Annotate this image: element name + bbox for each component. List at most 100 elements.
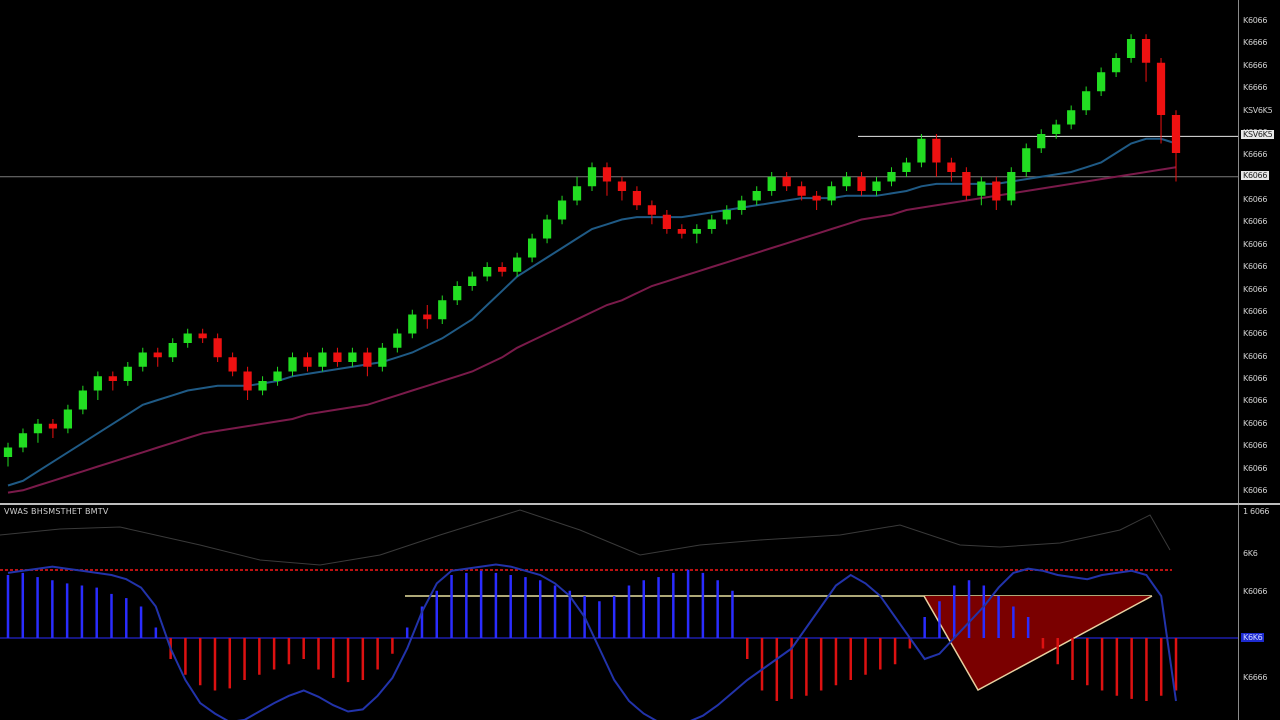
candle-body xyxy=(363,352,372,367)
candle-body xyxy=(647,205,657,215)
oscillator-axis-tick: 1 6066 xyxy=(1243,507,1270,516)
candle-body xyxy=(932,138,941,163)
candle-body xyxy=(617,181,627,191)
candle-body xyxy=(453,286,462,301)
candle-body xyxy=(273,371,282,381)
candle-body xyxy=(288,357,297,372)
candle-body xyxy=(483,267,492,277)
candle-body xyxy=(542,219,552,239)
price-axis-tick: K6066 xyxy=(1243,284,1268,294)
candle-body xyxy=(1037,134,1046,149)
candle-body xyxy=(737,200,746,210)
candle-body xyxy=(992,181,1001,201)
candle-body xyxy=(1082,91,1091,111)
candle-body xyxy=(1097,72,1106,92)
candle-body xyxy=(123,366,132,381)
candle-body xyxy=(348,352,357,362)
candle-body xyxy=(1052,124,1061,134)
oscillator-axis[interactable]: 1 6066 6K6 K6066 K6K6 K6666 xyxy=(1238,505,1280,720)
price-axis-tick: K6066 xyxy=(1243,16,1268,25)
price-line-label-1: KSV6K5 xyxy=(1241,130,1275,140)
candle-body xyxy=(872,181,881,191)
price-axis-tick: K6066 xyxy=(1243,239,1268,249)
candle-body xyxy=(1126,39,1136,58)
price-axis-tick: K6066 xyxy=(1243,262,1268,272)
oscillator-axis-tick: 6K6 xyxy=(1243,549,1258,558)
oscillator-chart[interactable] xyxy=(0,505,1240,720)
candle-body xyxy=(258,381,267,391)
candle-body xyxy=(602,167,612,182)
price-axis-tick: K6666 xyxy=(1243,60,1268,70)
candle-body xyxy=(243,371,252,391)
candle-body xyxy=(572,186,582,201)
candle-body xyxy=(378,347,387,367)
candle-body xyxy=(767,176,776,191)
price-axis-tick: K6066 xyxy=(1243,418,1268,428)
candle-body xyxy=(707,219,716,229)
oscillator-title: VWAS BHSMSTHET BMTV xyxy=(4,507,109,516)
candle-body xyxy=(1111,58,1121,73)
candle-body xyxy=(1156,62,1166,115)
price-axis-tick: K6066 xyxy=(1243,396,1268,406)
price-axis-tick: K6666 xyxy=(1243,150,1268,160)
candle-body xyxy=(93,376,102,391)
candle-body xyxy=(977,181,986,196)
price-axis-tick: K6066 xyxy=(1243,306,1268,316)
candle-body xyxy=(423,314,432,320)
candle-body xyxy=(198,333,207,339)
oscillator-axis-tick: K6K6 xyxy=(1241,633,1265,642)
oscillator-axis-tick: K6666 xyxy=(1243,673,1268,682)
candle-body xyxy=(812,195,821,201)
candle-body xyxy=(1171,115,1181,153)
candle-body xyxy=(902,162,911,172)
candle-body xyxy=(468,276,477,286)
price-axis-tick: KSV6K5 xyxy=(1243,105,1273,115)
candle-body xyxy=(228,357,237,372)
candle-body xyxy=(318,352,327,367)
price-axis[interactable]: K6066 K6666 K6666 K6666 KSV6K5 K6066 K6666 K606… xyxy=(1238,0,1280,503)
price-chart[interactable] xyxy=(0,0,1240,503)
candle-body xyxy=(138,352,147,367)
candle-body xyxy=(168,343,177,358)
candle-body xyxy=(842,176,851,187)
candle-body xyxy=(722,210,731,220)
triangle-outline xyxy=(923,595,1153,692)
candle-body xyxy=(33,423,43,434)
candle-body xyxy=(333,352,342,362)
price-axis-tick: K6066 xyxy=(1243,441,1268,451)
candle-body xyxy=(782,176,791,187)
candle-body xyxy=(587,167,597,187)
price-axis-tick: K6666 xyxy=(1243,38,1268,48)
candle-body xyxy=(677,229,686,234)
candle-body xyxy=(408,314,417,334)
candle-body xyxy=(108,376,117,381)
signal-envelope-line xyxy=(0,509,1171,566)
candle-body xyxy=(1141,39,1151,63)
candle-body xyxy=(18,433,28,448)
candle-body xyxy=(752,191,761,201)
candle-body xyxy=(887,172,896,182)
candle-body xyxy=(48,423,58,429)
candle-body xyxy=(1067,110,1076,125)
candle-body xyxy=(153,352,162,358)
slow-moving-average-line xyxy=(7,166,1177,494)
price-axis-tick: K6066 xyxy=(1243,217,1268,227)
candle-body xyxy=(857,176,866,191)
candle-body xyxy=(917,138,926,163)
candle-body xyxy=(438,300,447,320)
pane-divider[interactable] xyxy=(0,503,1280,505)
candle-body xyxy=(393,333,402,348)
candle-body xyxy=(303,357,312,367)
candle-body xyxy=(962,172,971,196)
oscillator-axis-tick: K6066 xyxy=(1243,587,1268,596)
candle-body xyxy=(1007,172,1016,201)
price-axis-tick: K6066 xyxy=(1243,486,1268,495)
candle-body xyxy=(947,162,956,172)
candle-body xyxy=(632,191,642,206)
price-axis-tick: K6066 xyxy=(1243,374,1268,384)
price-axis-tick: K6666 xyxy=(1243,83,1268,93)
candle-body xyxy=(827,186,836,201)
price-axis-tick: K6066 xyxy=(1243,463,1268,473)
candle-body xyxy=(213,338,222,358)
